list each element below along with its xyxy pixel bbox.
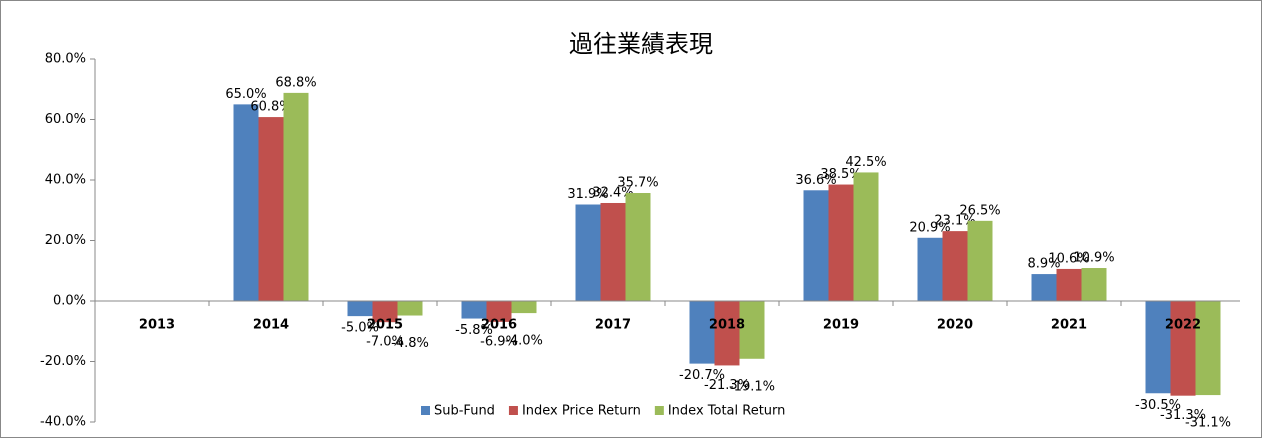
data-label: -20.7% (679, 368, 725, 383)
y-tick-label: 60.0% (45, 112, 86, 127)
y-tick-label: 40.0% (45, 173, 86, 188)
data-label: 31.9% (567, 187, 608, 202)
bar (258, 117, 284, 301)
bar (600, 202, 626, 301)
bar (942, 231, 968, 301)
bar (1170, 301, 1196, 396)
data-label: -4.0% (505, 334, 543, 349)
legend-label: Index Total Return (668, 404, 786, 419)
x-tick-label: 2016 (481, 318, 517, 333)
data-label: -6.9% (480, 334, 518, 349)
bar (739, 301, 765, 359)
bar (714, 301, 740, 366)
data-label: -19.1% (729, 379, 775, 394)
bar (486, 301, 512, 322)
x-tick-label: 2018 (709, 318, 745, 333)
bar (967, 220, 993, 301)
data-label: 65.0% (225, 87, 266, 102)
x-tick-label: 2017 (595, 318, 631, 333)
data-label: -21.3% (704, 378, 750, 393)
data-label: -31.3% (1160, 408, 1206, 423)
legend-label: Index Price Return (522, 404, 641, 419)
x-tick-label: 2019 (823, 318, 859, 333)
x-tick-label: 2021 (1051, 318, 1087, 333)
bar (575, 204, 601, 301)
data-label: 23.1% (934, 214, 975, 229)
data-label: -7.0% (366, 335, 404, 350)
data-label: 32.4% (592, 185, 633, 200)
bar (283, 92, 309, 301)
x-tick-label: 2014 (253, 318, 289, 333)
data-label: 38.5% (820, 167, 861, 182)
data-label: -4.8% (391, 336, 429, 351)
y-tick-label: 0.0% (53, 294, 86, 309)
data-label: 36.6% (795, 173, 836, 188)
x-tick-label: 2015 (367, 318, 403, 333)
legend-swatch (508, 406, 518, 415)
data-label: 10.6% (1048, 251, 1089, 266)
x-tick-label: 2020 (937, 318, 973, 333)
data-label: 68.8% (275, 75, 316, 90)
data-label: -5.8% (455, 323, 493, 338)
data-label: -31.1% (1185, 416, 1231, 431)
bar (1195, 301, 1221, 396)
bar (917, 237, 943, 301)
y-tick-label: -40.0% (40, 415, 86, 430)
bar (853, 172, 879, 301)
bar (1145, 301, 1171, 394)
bar (372, 301, 398, 323)
bar (397, 301, 423, 316)
bar (625, 193, 651, 301)
bar (689, 301, 715, 364)
chart-title: 過往業績表現 (569, 30, 713, 58)
x-tick-label: 2022 (1165, 318, 1201, 333)
legend-swatch (421, 406, 430, 415)
y-tick-label: -20.0% (40, 354, 86, 369)
bar (347, 301, 373, 317)
bar (233, 104, 259, 301)
legend-swatch (654, 406, 664, 415)
data-label: 60.8% (250, 100, 291, 115)
bar (803, 190, 829, 301)
bar (511, 301, 537, 314)
data-label: 20.9% (909, 220, 950, 235)
data-label: -30.5% (1135, 398, 1181, 413)
data-label: 10.9% (1073, 251, 1114, 266)
bar (1081, 268, 1107, 301)
y-tick-label: 80.0% (45, 52, 86, 67)
data-label: -5.0% (341, 321, 379, 336)
legend-label: Sub-Fund (434, 404, 495, 419)
y-tick-label: 20.0% (45, 233, 86, 248)
bar (1031, 274, 1057, 301)
x-tick-label: 2013 (139, 318, 175, 333)
data-label: 35.7% (617, 176, 658, 191)
data-label: 42.5% (845, 155, 886, 170)
bar (1056, 268, 1082, 301)
data-label: 26.5% (959, 203, 1000, 218)
bar (828, 184, 854, 301)
bar (461, 301, 487, 319)
data-label: 8.9% (1027, 257, 1060, 272)
